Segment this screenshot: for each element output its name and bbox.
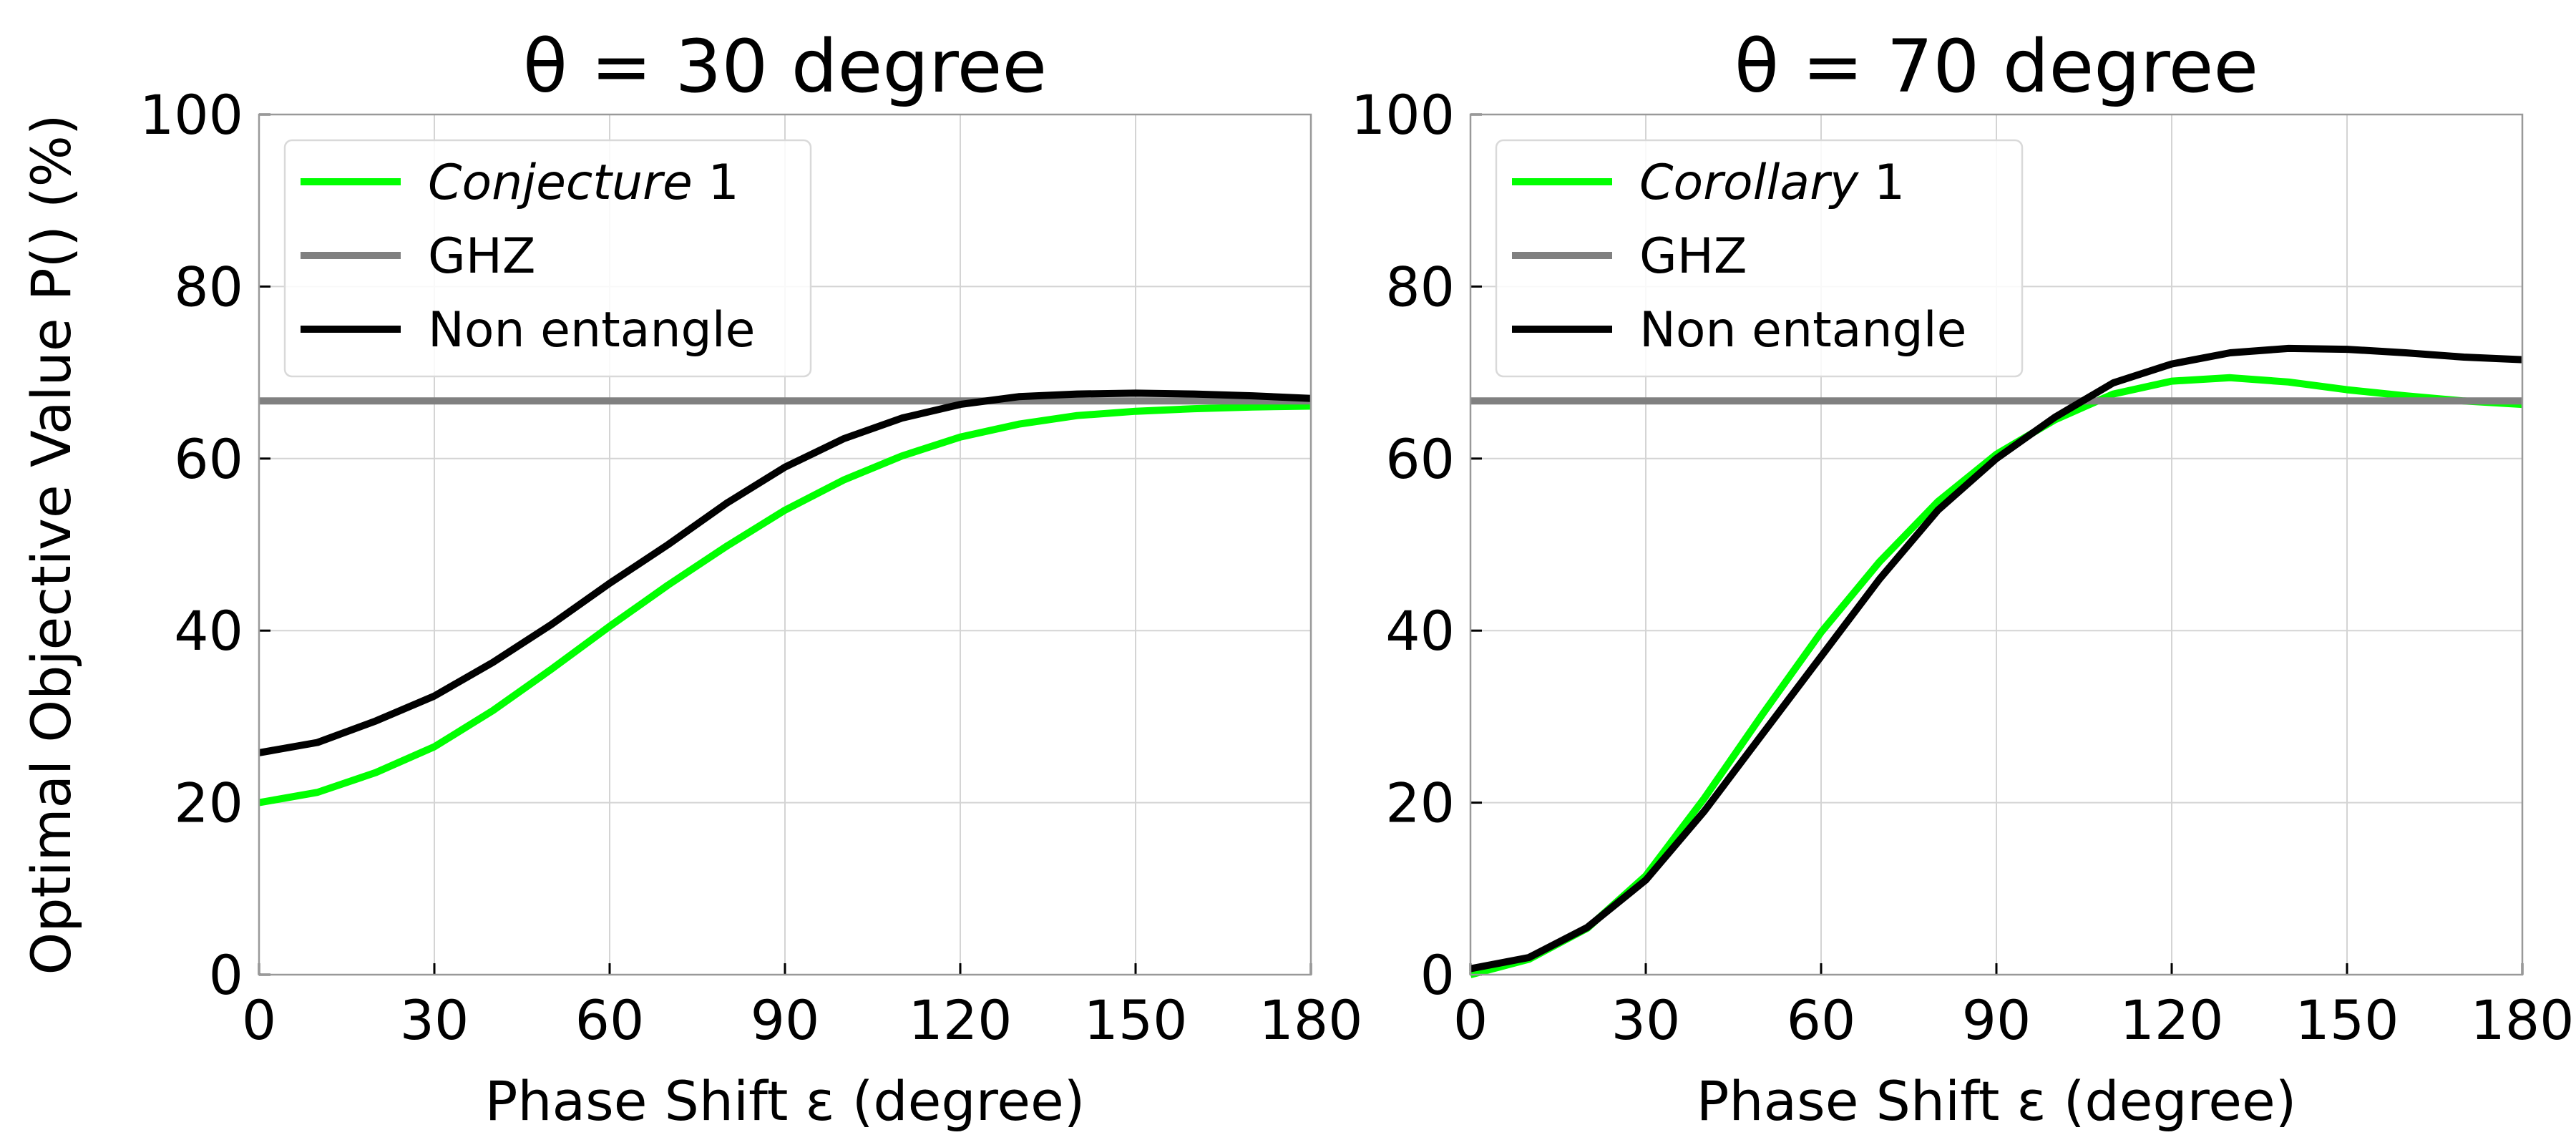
- chart-0-legend: Conjecture 1 GHZ Non entangle: [283, 139, 812, 378]
- chart-1-x-tick-label: 30: [1611, 988, 1681, 1052]
- chart-0-y-tick-label: 0: [209, 943, 243, 1007]
- chart-1-legend-label: Corollary 1: [1639, 155, 1905, 211]
- chart-1-y-tick-label: 100: [1351, 83, 1455, 147]
- chart-0-y-tick-label: 40: [174, 599, 243, 663]
- chart-1-x-tick-label: 90: [1962, 988, 2031, 1052]
- chart-1-x-tick-label: 120: [2119, 988, 2223, 1052]
- chart-0-legend-label-text: 1: [693, 155, 739, 211]
- chart-1-legend-box: [1495, 139, 2024, 378]
- chart-0-title: θ = 30 degree: [523, 24, 1047, 109]
- chart-0-legend-label-text: GHZ: [428, 228, 535, 285]
- chart-1-y-tick-label: 60: [1385, 427, 1455, 491]
- chart-0-y-axis-label: Optimal Objective Value P() (%): [19, 114, 83, 975]
- chart-0-y-tick-label: 100: [140, 83, 243, 147]
- chart-0-legend-label: Non entangle: [428, 302, 755, 359]
- chart-1-legend-label: GHZ: [1639, 228, 1747, 285]
- chart-1-x-tick-label: 180: [2470, 988, 2574, 1052]
- chart-1-y-tick-label: 0: [1420, 943, 1455, 1007]
- chart-0-series-conjecture-1-line: [258, 402, 1312, 807]
- chart-0-x-axis-label: Phase Shift ε (degree): [485, 1069, 1085, 1133]
- chart-0-legend-label: Conjecture 1: [428, 155, 739, 211]
- chart-1-x-tick-label: 150: [2295, 988, 2399, 1052]
- chart-1-legend: Corollary 1 GHZ Non entangle: [1495, 139, 2024, 378]
- chart-1-panel: 0 30 60 90 120 150 180 0 20 40 60 80 100 Corollary 1 G…: [1351, 24, 2575, 1133]
- chart-0-x-tick-label: 30: [400, 988, 469, 1052]
- chart-0-x-tick-label: 150: [1083, 988, 1187, 1052]
- chart-1-axes-frame: [1469, 113, 2524, 976]
- chart-0-y-tick-label: 20: [174, 771, 243, 835]
- chart-1-legend-label-text: 1: [1858, 155, 1905, 211]
- chart-1-y-tick-label: 80: [1385, 255, 1455, 318]
- chart-0-x-tick-label: 90: [751, 988, 820, 1052]
- chart-0-x-tick-label: 60: [575, 988, 645, 1052]
- chart-1-x-tick-label: 0: [1453, 988, 1488, 1052]
- chart-1-x-axis-label: Phase Shift ε (degree): [1697, 1069, 2297, 1133]
- chart-1-y-tick-label: 20: [1385, 771, 1455, 835]
- chart-1-legend-label-italic: Corollary: [1639, 155, 1859, 211]
- chart-0-x-tick-label: 120: [908, 988, 1012, 1052]
- chart-0-panel: 0 30 60 90 120 150 180 0 20 40 60 80 100 Conjecture 1…: [19, 24, 1363, 1133]
- chart-1-series-non-entangle-line: [1470, 344, 2523, 973]
- chart-0-y-tick-label: 80: [174, 255, 243, 318]
- chart-0-y-tick-label: 60: [174, 427, 243, 491]
- chart-1-legend-label-text: Non entangle: [1639, 302, 1966, 359]
- chart-0-legend-label-italic: Conjecture: [428, 155, 693, 211]
- chart-0-series-non-entangle-line: [258, 389, 1312, 756]
- chart-0-legend-box: [283, 139, 812, 378]
- chart-0-legend-label-text: Non entangle: [428, 302, 755, 359]
- chart-1-legend-label: Non entangle: [1639, 302, 1966, 359]
- chart-0-legend-label: GHZ: [428, 228, 535, 285]
- chart-1-x-tick-label: 60: [1787, 988, 1856, 1052]
- chart-0-axes-frame: [258, 113, 1312, 976]
- chart-1-y-tick-label: 40: [1385, 599, 1455, 663]
- chart-0-x-tick-label: 180: [1259, 988, 1362, 1052]
- chart-1-legend-label-text: GHZ: [1639, 228, 1747, 285]
- chart-0-x-tick-label: 0: [242, 988, 276, 1052]
- chart-1-title: θ = 70 degree: [1735, 24, 2258, 109]
